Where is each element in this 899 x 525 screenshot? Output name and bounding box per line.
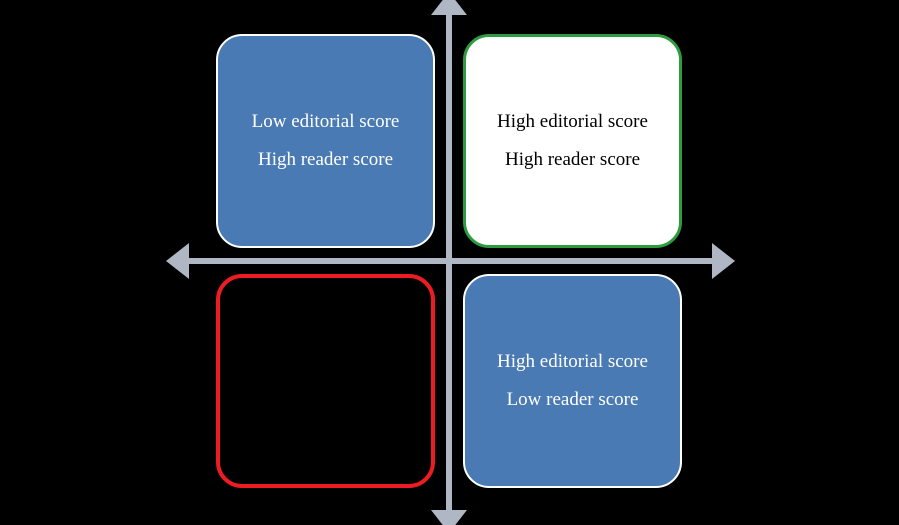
quadrant-bottom-left — [216, 274, 435, 488]
quadrant-label-line1: High editorial score — [497, 350, 648, 374]
quadrant-label-line2: High reader score — [505, 148, 640, 172]
arrow-left-icon — [166, 243, 189, 279]
arrow-up-icon — [431, 0, 467, 15]
quadrant-diagram: { "canvas": { "width": 899, "height": 52… — [0, 0, 899, 525]
quadrant-label-line1: Low editorial score — [252, 110, 400, 134]
arrow-down-icon — [431, 510, 467, 525]
quadrant-label-line2: Low reader score — [507, 388, 639, 412]
arrow-right-icon — [712, 243, 735, 279]
quadrant-top-left: Low editorial score High reader score — [216, 34, 435, 248]
quadrant-bottom-right: High editorial score Low reader score — [463, 274, 682, 488]
vertical-axis — [446, 10, 452, 512]
quadrant-top-right: High editorial score High reader score — [463, 34, 682, 248]
quadrant-label-line2: High reader score — [258, 148, 393, 172]
quadrant-label-line1: High editorial score — [497, 110, 648, 134]
